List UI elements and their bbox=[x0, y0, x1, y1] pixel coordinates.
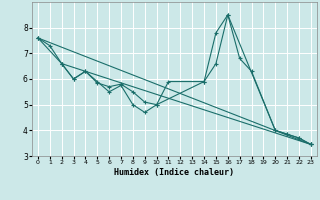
X-axis label: Humidex (Indice chaleur): Humidex (Indice chaleur) bbox=[115, 168, 234, 177]
